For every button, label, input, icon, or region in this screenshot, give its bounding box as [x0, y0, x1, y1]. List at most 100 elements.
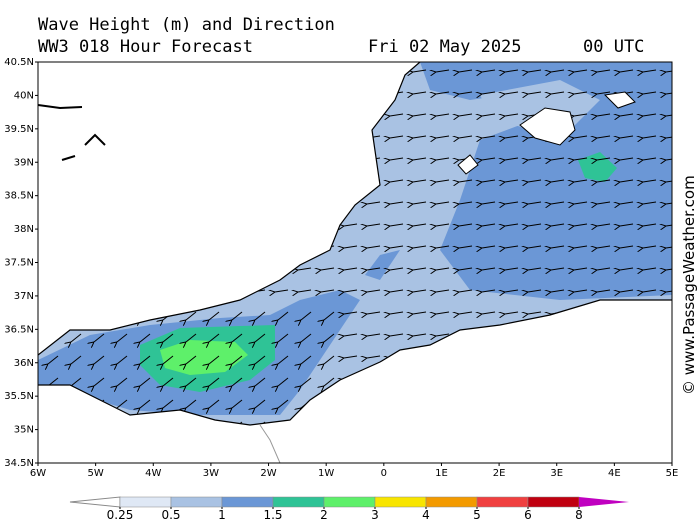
direction-arrow — [482, 92, 496, 94]
direction-arrow — [298, 268, 312, 270]
lat-label: 39.5N — [4, 124, 34, 135]
lat-label: 35N — [14, 425, 34, 436]
direction-arrow — [643, 92, 657, 94]
direction-arrow — [367, 224, 381, 226]
direction-arrow — [528, 70, 542, 72]
title: Wave Height (m) and Direction — [38, 15, 335, 35]
direction-arrow — [459, 92, 473, 94]
direction-arrow — [482, 158, 496, 160]
direction-arrow — [413, 268, 427, 270]
direction-arrow — [597, 202, 611, 204]
direction-arrow — [436, 136, 450, 138]
direction-arrow — [505, 136, 519, 138]
direction-arrow — [551, 268, 565, 270]
direction-arrow — [505, 312, 519, 314]
direction-arrow — [48, 355, 59, 364]
direction-arrow — [482, 180, 496, 182]
direction-arrow — [390, 136, 404, 138]
direction-arrow — [436, 202, 450, 204]
direction-arrow — [301, 311, 312, 320]
direction-arrow — [390, 334, 404, 336]
direction-arrow — [551, 158, 565, 160]
direction-arrow — [344, 356, 358, 358]
direction-arrow — [163, 355, 174, 364]
direction-arrow — [324, 311, 335, 320]
direction-arrow — [278, 399, 289, 408]
legend-label: 3 — [371, 508, 379, 522]
direction-arrow — [436, 180, 450, 182]
direction-arrow — [232, 311, 243, 320]
direction-arrow — [275, 290, 289, 292]
direction-arrow — [232, 377, 243, 386]
direction-arrow — [301, 355, 312, 364]
direction-arrow — [459, 202, 473, 204]
legend-swatch — [221, 496, 274, 508]
direction-arrow — [597, 224, 611, 226]
direction-arrow — [71, 355, 82, 364]
direction-arrow — [482, 312, 496, 314]
direction-arrow — [643, 136, 657, 138]
direction-arrow — [94, 377, 105, 386]
direction-arrow — [436, 70, 450, 72]
direction-arrow — [413, 334, 427, 336]
direction-arrow — [528, 180, 542, 182]
direction-arrow — [528, 224, 542, 226]
direction-arrow — [436, 92, 450, 94]
direction-arrow — [163, 377, 174, 386]
subtitle: WW3 018 Hour Forecast — [38, 37, 253, 57]
direction-arrow — [597, 290, 611, 292]
direction-arrow — [367, 268, 381, 270]
lon-label: 1W — [318, 468, 334, 479]
direction-arrow — [505, 180, 519, 182]
direction-arrow — [505, 114, 519, 116]
direction-arrow — [597, 114, 611, 116]
direction-arrow — [620, 180, 634, 182]
direction-arrow — [278, 355, 289, 364]
direction-arrow — [344, 290, 358, 292]
direction-arrow — [209, 311, 220, 320]
direction-arrow — [390, 312, 404, 314]
direction-arrow — [528, 312, 542, 314]
direction-arrow — [459, 290, 473, 292]
direction-arrow — [209, 355, 220, 364]
direction-arrow — [117, 377, 128, 386]
direction-arrow — [597, 158, 611, 160]
direction-arrow — [71, 333, 82, 342]
direction-arrow — [232, 355, 243, 364]
direction-arrow — [482, 268, 496, 270]
direction-arrow — [482, 114, 496, 116]
legend-label: 8 — [575, 508, 583, 522]
direction-arrow — [482, 202, 496, 204]
direction-arrow — [482, 246, 496, 248]
watermark: © www.PassageWeather.com — [680, 175, 698, 395]
direction-arrow — [390, 158, 404, 160]
direction-arrow — [620, 202, 634, 204]
direction-arrow — [278, 311, 289, 320]
direction-arrow — [666, 136, 672, 138]
direction-arrow — [367, 334, 381, 336]
map — [38, 62, 672, 463]
direction-arrow — [344, 312, 358, 314]
direction-arrow — [620, 114, 634, 116]
direction-arrow — [255, 399, 266, 408]
direction-arrow — [436, 246, 450, 248]
legend-swatch — [323, 496, 376, 508]
direction-arrow — [643, 202, 657, 204]
direction-arrow — [459, 136, 473, 138]
direction-arrow — [666, 180, 672, 182]
direction-arrow — [321, 290, 335, 292]
legend-label: 1 — [218, 508, 226, 522]
direction-arrow — [163, 333, 174, 342]
direction-arrow — [620, 224, 634, 226]
direction-arrow — [505, 202, 519, 204]
lon-label: 6W — [30, 468, 46, 479]
direction-arrow — [666, 290, 672, 292]
direction-arrow — [367, 246, 381, 248]
lat-label: 38.5N — [4, 191, 34, 202]
lat-label: 37.5N — [4, 258, 34, 269]
direction-arrow — [186, 377, 197, 386]
direction-arrow — [620, 246, 634, 248]
lat-label: 40N — [14, 90, 34, 101]
legend-label: 0.5 — [161, 508, 180, 522]
direction-arrow — [367, 202, 381, 204]
